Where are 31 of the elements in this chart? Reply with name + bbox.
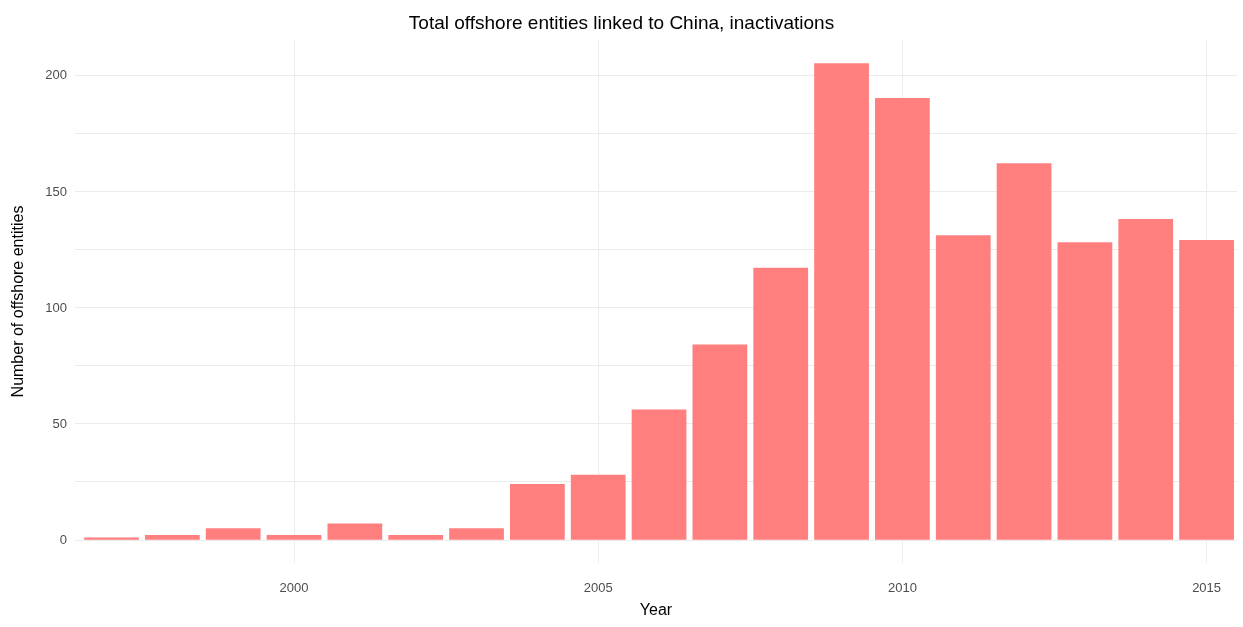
bar (631, 409, 687, 540)
bar (84, 537, 139, 540)
bar (509, 483, 565, 540)
bar (388, 535, 444, 540)
bar (205, 528, 261, 540)
bar (144, 535, 200, 540)
bar (692, 344, 748, 540)
x-tick-label: 2010 (887, 580, 917, 595)
y-tick-label: 100 (45, 299, 67, 315)
bar (875, 98, 930, 540)
y-tick-label: 150 (45, 183, 67, 199)
bar (1057, 242, 1113, 540)
x-tick-label: 2000 (279, 580, 309, 595)
y-tick-label: 50 (52, 416, 67, 432)
y-tick-label: 200 (45, 67, 67, 83)
bar (449, 528, 504, 540)
x-tick-label: 2015 (1192, 580, 1222, 595)
x-axis-title: Year (639, 600, 673, 618)
chart-title: Total offshore entities linked to China, inactivations (408, 12, 835, 33)
bar (1179, 239, 1234, 540)
x-tick-label: 2005 (583, 580, 613, 595)
bar (1118, 218, 1174, 540)
bar (266, 535, 322, 540)
bar (935, 235, 991, 540)
bar (753, 267, 809, 540)
y-tick-label: 0 (59, 532, 67, 548)
bar (327, 523, 383, 540)
bar (814, 63, 869, 540)
bar (570, 474, 626, 540)
y-axis-title: Number of offshore entities (8, 205, 26, 398)
bar (996, 163, 1052, 540)
